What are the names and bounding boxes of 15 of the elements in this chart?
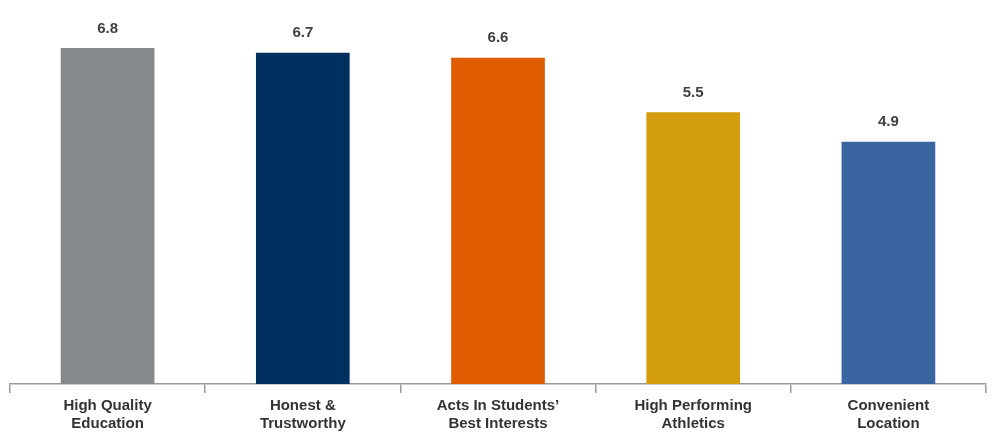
x-tick-label: High Quality Education — [63, 396, 153, 432]
x-tick-label: Convenient Location — [847, 396, 930, 432]
x-tick-label: Acts In Students’ Best Interests — [436, 396, 560, 432]
data-label: 6.8 — [97, 18, 119, 36]
x-tick-label: High Performing Athletics — [634, 396, 752, 432]
bar — [646, 112, 741, 384]
x-tick-label: Honest & Trustworthy — [259, 396, 347, 432]
data-label: 6.7 — [292, 23, 314, 41]
data-label: 6.6 — [487, 28, 509, 46]
bar — [841, 141, 936, 384]
bar — [255, 52, 350, 384]
bar — [60, 47, 155, 384]
bar — [451, 57, 545, 384]
data-label: 4.9 — [877, 112, 899, 130]
data-label: 5.5 — [682, 82, 704, 100]
